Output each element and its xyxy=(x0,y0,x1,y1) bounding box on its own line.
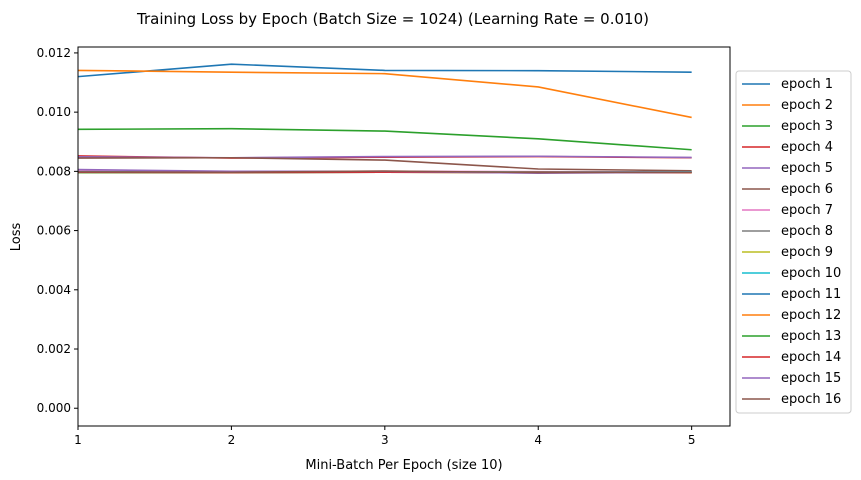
y-tick-label: 0.006 xyxy=(37,224,71,238)
y-tick-label: 0.000 xyxy=(37,401,71,415)
series-line-epoch-6 xyxy=(77,156,692,172)
y-tick-label: 0.012 xyxy=(37,46,71,60)
axes: 1 2 3 4 5 0.000 0.002 0.004 0.006 0.008 0.010 0.012 xyxy=(37,46,696,447)
series-line-epoch-2 xyxy=(77,69,692,119)
legend-label: epoch 3 xyxy=(781,119,833,134)
series-line-epoch-16 xyxy=(77,170,692,174)
legend-label: epoch 7 xyxy=(781,203,833,218)
chart-title: Training Loss by Epoch (Batch Size = 102… xyxy=(136,10,649,28)
legend-label: epoch 1 xyxy=(781,77,833,92)
x-tick-label: 2 xyxy=(228,433,236,447)
legend-label: epoch 9 xyxy=(781,245,833,260)
series-line-epoch-3 xyxy=(77,127,692,151)
y-tick-label: 0.002 xyxy=(37,342,71,356)
y-tick-label: 0.004 xyxy=(37,283,71,297)
legend-label: epoch 16 xyxy=(781,392,841,407)
legend-label: epoch 6 xyxy=(781,182,833,197)
legend-label: epoch 15 xyxy=(781,371,841,386)
legend-label: epoch 2 xyxy=(781,98,833,113)
legend-label: epoch 10 xyxy=(781,266,841,281)
x-tick-label: 4 xyxy=(534,433,542,447)
y-tick-label: 0.010 xyxy=(37,105,71,119)
y-axis-label: Loss xyxy=(9,223,24,252)
legend-label: epoch 14 xyxy=(781,350,841,365)
x-tick-label: 5 xyxy=(688,433,696,447)
legend-label: epoch 11 xyxy=(781,287,841,302)
legend-box xyxy=(735,70,852,414)
plot-frame xyxy=(77,46,731,427)
y-tick-label: 0.008 xyxy=(37,164,71,178)
legend-label: epoch 5 xyxy=(781,161,833,176)
legend-label: epoch 13 xyxy=(781,329,841,344)
legend-label: epoch 4 xyxy=(781,140,833,155)
x-tick-label: 1 xyxy=(74,433,82,447)
legend: epoch 1 epoch 2 epoch 3 epoch 4 epoch 5 epoch… xyxy=(735,70,852,414)
legend-label: epoch 8 xyxy=(781,224,833,239)
legend-label: epoch 12 xyxy=(781,308,841,323)
plot-area xyxy=(77,63,692,174)
series-line-epoch-1 xyxy=(77,63,692,78)
x-tick-label: 3 xyxy=(381,433,389,447)
x-axis-label: Mini-Batch Per Epoch (size 10) xyxy=(305,458,502,473)
